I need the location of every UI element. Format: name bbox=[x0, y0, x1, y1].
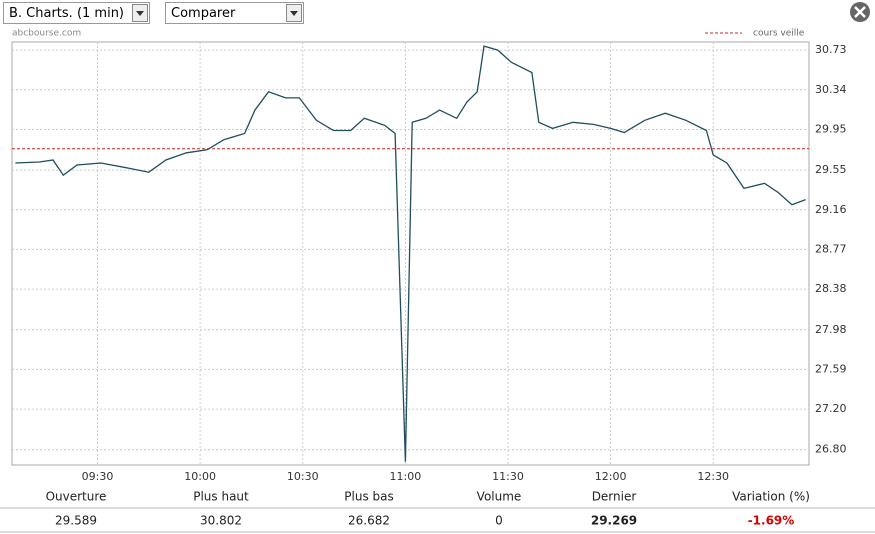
x-tick-label: 11:30 bbox=[492, 470, 524, 483]
stat-label: Plus bas bbox=[344, 490, 393, 504]
stat-value: 30.802 bbox=[200, 514, 242, 528]
x-tick-label: 09:30 bbox=[82, 470, 114, 483]
period-select-text: B. Charts. (1 min) bbox=[9, 6, 125, 21]
stat-value: 29.269 bbox=[591, 514, 637, 528]
x-tick-label: 12:00 bbox=[595, 470, 627, 483]
legend-label: cours veille bbox=[753, 29, 805, 39]
y-tick-label: 29.55 bbox=[815, 163, 847, 176]
stat-value: 26.682 bbox=[348, 514, 390, 528]
compare-select-text: Comparer bbox=[171, 6, 236, 21]
y-tick-label: 30.73 bbox=[815, 43, 847, 56]
dropdown-arrow[interactable] bbox=[286, 4, 302, 22]
stat-value: 29.589 bbox=[55, 514, 97, 528]
x-tick-label: 10:00 bbox=[184, 470, 216, 483]
price-line bbox=[15, 45, 806, 462]
y-tick-label: 30.34 bbox=[815, 83, 847, 96]
stat-label: Ouverture bbox=[46, 490, 107, 504]
plot-frame bbox=[11, 41, 810, 466]
stat-label: Dernier bbox=[592, 490, 637, 504]
y-tick-label: 29.95 bbox=[815, 122, 847, 135]
y-tick-label: 27.59 bbox=[815, 362, 847, 375]
source: abcbourse.com bbox=[12, 29, 81, 39]
close-button[interactable] bbox=[850, 2, 870, 22]
x-tick-label: 12:30 bbox=[697, 470, 729, 483]
stat-value: 0 bbox=[495, 514, 503, 528]
stat-label: Plus haut bbox=[193, 490, 249, 504]
stat-value: -1.69% bbox=[748, 514, 795, 528]
period-select[interactable]: B. Charts. (1 min) bbox=[3, 2, 150, 24]
stat-label: Variation (%) bbox=[732, 490, 810, 504]
x-tick-label: 11:00 bbox=[390, 470, 422, 483]
y-tick-label: 26.80 bbox=[815, 443, 847, 456]
x-tick-label: 10:30 bbox=[287, 470, 319, 483]
y-tick-label: 27.98 bbox=[815, 323, 847, 336]
y-tick-label: 29.16 bbox=[815, 203, 847, 216]
compare-select[interactable]: Comparer bbox=[165, 2, 304, 24]
stat-label: Volume bbox=[477, 490, 522, 504]
y-tick-label: 28.77 bbox=[815, 242, 847, 255]
dropdown-arrow[interactable] bbox=[132, 4, 148, 22]
y-tick-label: 28.38 bbox=[815, 282, 847, 295]
y-tick-label: 27.20 bbox=[815, 402, 847, 415]
